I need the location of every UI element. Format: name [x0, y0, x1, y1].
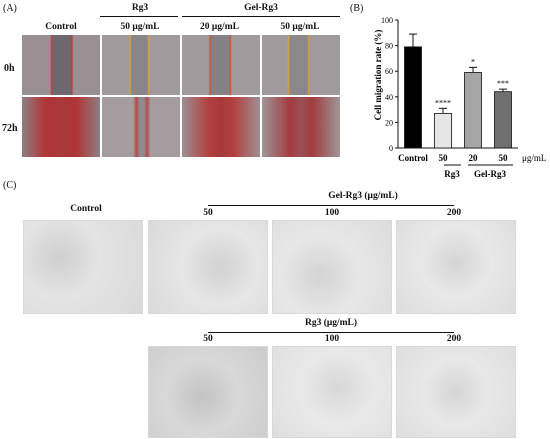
group-label-rg3-b: Rg3 [444, 169, 460, 179]
group-label-rg3: Rg3 [131, 3, 149, 13]
significance-1: **** [435, 98, 451, 107]
rg3-dose-title: Rg3 (μg/mL) [304, 318, 358, 328]
group-line-rg3 [100, 16, 178, 17]
tube-image-rg3-50 [148, 346, 268, 438]
x-tick-label-3: 50 [499, 153, 509, 163]
wound-image-gel-20-72h [182, 97, 260, 157]
column-label-gel-20: 20 μg/mL [200, 22, 239, 32]
y-tick-label-0: 0 [389, 144, 393, 153]
bar-0 [404, 46, 422, 149]
column-label-rg3-50: 50 μg/mL [120, 22, 160, 32]
rg3-dose-200: 200 [446, 334, 462, 344]
control-label-c: Control [70, 204, 102, 214]
y-tick-label-80: 80 [385, 42, 393, 51]
panel-b-label: (B) [350, 3, 364, 14]
row-label-72h: 72h [2, 123, 18, 134]
tube-image-control [23, 220, 143, 314]
x-tick-label-1: 50 [439, 153, 449, 163]
rg3-dose-50: 50 [203, 334, 213, 344]
y-tick-label-100: 100 [381, 16, 393, 25]
wound-image-gel-50-0h [262, 35, 340, 95]
x-tick-label-0: Control [398, 153, 428, 163]
column-label-control: Control [45, 22, 77, 32]
gel-dose-200: 200 [446, 208, 462, 218]
group-label-gel-rg3-b: Gel-Rg3 [474, 169, 506, 179]
column-label-gel-50: 50 μg/mL [280, 22, 320, 32]
significance-2: * [471, 57, 475, 66]
tube-image-rg3-100 [272, 346, 392, 438]
wound-image-rg3-50-0h [102, 35, 180, 95]
y-tick-label-20: 20 [385, 118, 393, 127]
panel-c-label: (C) [3, 180, 17, 191]
x-tick-label-2: 20 [469, 153, 479, 163]
tube-image-gel-100 [272, 220, 392, 314]
bar-1 [434, 113, 452, 149]
panel-a-label: (A) [3, 3, 17, 14]
migration-bar-chart: Cell migration rate (%) 0 20 40 60 80 100 Con… [373, 16, 546, 179]
y-axis-label: Cell migration rate (%) [373, 30, 383, 121]
gel-dose-50: 50 [203, 208, 213, 218]
gel-rg3-dose-line [208, 205, 454, 206]
rg3-dose-100: 100 [324, 334, 340, 344]
tube-image-gel-50 [148, 220, 268, 314]
wound-image-rg3-50-72h [102, 97, 180, 157]
bar-3 [494, 91, 512, 149]
significance-3: *** [497, 79, 509, 88]
row-label-0h: 0h [4, 63, 15, 74]
y-tick-label-60: 60 [385, 67, 393, 76]
wound-image-gel-50-72h [262, 97, 340, 157]
bar-2 [464, 72, 482, 149]
tube-image-rg3-200 [396, 346, 516, 438]
gel-rg3-dose-title: Gel-Rg3 (μg/mL) [328, 191, 398, 201]
tube-image-gel-200 [396, 220, 516, 314]
wound-image-grid [22, 35, 340, 157]
rg3-dose-line [208, 332, 454, 333]
wound-image-gel-20-0h [182, 35, 260, 95]
wound-image-control-72h [22, 97, 100, 157]
x-axis-unit-label: μg/mL [522, 153, 546, 163]
y-tick-label-40: 40 [385, 93, 393, 102]
group-line-gel-rg3 [182, 16, 340, 17]
wound-image-control-0h [22, 35, 100, 95]
group-label-gel-rg3: Gel-Rg3 [244, 3, 278, 13]
gel-dose-100: 100 [324, 208, 340, 218]
